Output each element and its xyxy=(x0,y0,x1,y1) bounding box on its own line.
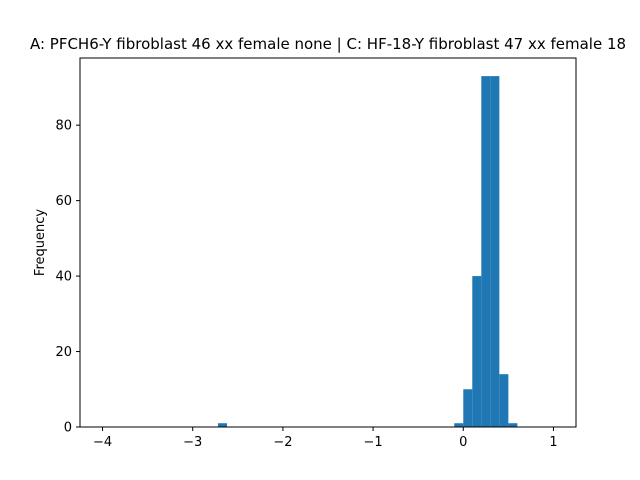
x-tick-label-2: −2 xyxy=(273,435,292,450)
histogram-bar-4 xyxy=(481,76,491,428)
histogram-bar-1 xyxy=(454,423,464,427)
histogram-bar-2 xyxy=(463,389,473,427)
x-tick-label-1: −3 xyxy=(183,435,202,450)
x-tick-label-5: 1 xyxy=(549,435,557,450)
histogram-bar-3 xyxy=(472,276,482,427)
x-tick-label-0: −4 xyxy=(93,435,112,450)
y-tick-label-3: 60 xyxy=(55,194,72,209)
x-tick-label-3: −1 xyxy=(364,435,383,450)
y-axis-ticks: 0 20 40 60 80 xyxy=(55,119,80,436)
histogram-bars xyxy=(217,76,518,428)
plot-frame xyxy=(79,57,577,428)
x-axis-ticks: −4 −3 −2 −1 0 1 xyxy=(93,427,558,450)
y-tick-label-1: 20 xyxy=(55,345,72,360)
y-tick-label-4: 80 xyxy=(55,119,72,134)
x-tick-label-4: 0 xyxy=(459,435,467,450)
histogram-bar-7 xyxy=(508,423,518,427)
histogram-bar-6 xyxy=(499,374,509,427)
histogram-bar-0 xyxy=(217,423,227,427)
y-tick-label-2: 40 xyxy=(55,270,72,285)
histogram-bar-5 xyxy=(490,76,500,428)
y-axis-label: Frequency xyxy=(33,209,48,276)
chart-title: A: PFCH6-Y fibroblast 46 xx female none … xyxy=(30,35,626,53)
y-tick-label-0: 0 xyxy=(64,421,72,436)
